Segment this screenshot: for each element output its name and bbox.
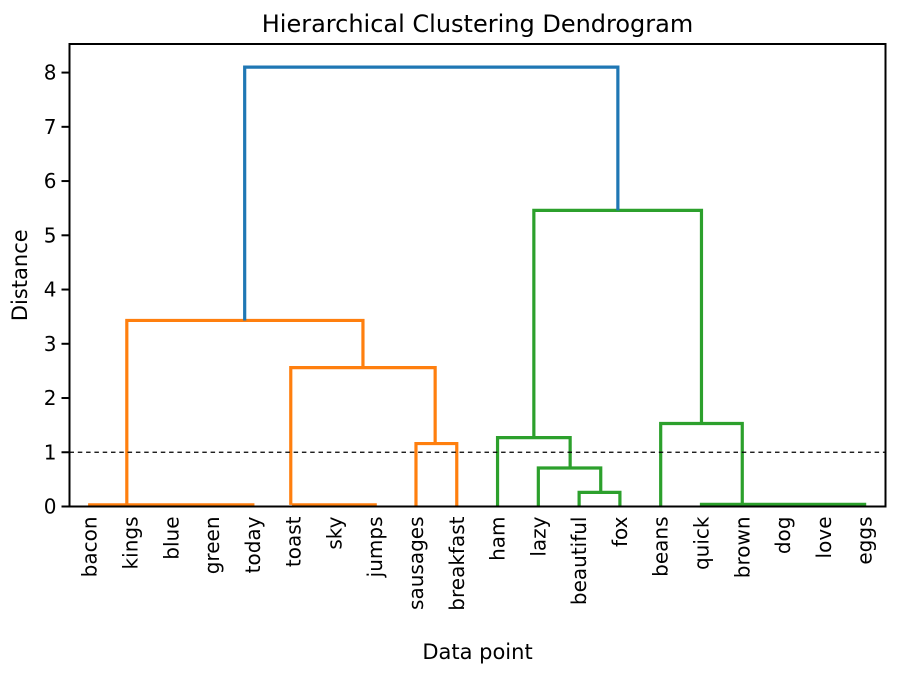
x-tick-label: dog [771, 517, 795, 555]
dendrogram-link [289, 366, 437, 505]
x-tick-label: beans [649, 517, 673, 577]
y-tick-label: 8 [44, 61, 57, 85]
dendrogram-link [699, 502, 867, 507]
y-tick-label: 1 [44, 440, 57, 464]
x-tick-label: eggs [853, 517, 877, 565]
x-tick-label: jumps [363, 517, 387, 579]
x-tick-label: breakfast [445, 516, 469, 610]
axes-frame [68, 43, 887, 508]
dendrogram-link [536, 466, 603, 507]
y-tick-label: 7 [44, 115, 57, 139]
y-tick-label: 5 [44, 223, 57, 247]
x-tick-label: beautiful [567, 517, 591, 606]
x-tick-label: lazy [526, 516, 550, 556]
x-tick-label: sausages [404, 517, 428, 610]
x-tick-label: love [812, 517, 836, 559]
dendrogram-link [532, 208, 704, 438]
y-tick-label: 2 [44, 386, 57, 410]
x-tick-label: blue [159, 517, 183, 560]
y-tick-label: 3 [44, 332, 57, 356]
x-tick-label: green [200, 517, 224, 575]
dendrogram-link [495, 436, 572, 507]
chart-title: Hierarchical Clustering Dendrogram [262, 10, 694, 38]
y-tick-label: 4 [44, 278, 57, 302]
x-tick-label: quick [689, 516, 713, 570]
x-tick-label: fox [608, 516, 632, 547]
x-tick-label: ham [486, 517, 510, 561]
dendrogram-link [243, 65, 620, 321]
dendrogram-link [577, 490, 622, 507]
x-tick-label: sky [322, 516, 346, 549]
x-tick-label: toast [282, 516, 306, 567]
x-axis-label: Data point [422, 640, 532, 664]
dendrogram-link [659, 421, 744, 507]
x-tick-label: brown [730, 517, 754, 579]
x-tick-label: kings [118, 517, 142, 570]
dendrogram-link [414, 441, 459, 507]
y-axis-label: Distance [8, 229, 32, 321]
x-tick-label: today [241, 516, 265, 573]
y-tick-label: 6 [44, 169, 57, 193]
y-tick-label: 0 [44, 495, 57, 519]
x-tick-label: bacon [78, 517, 102, 578]
dendrogram-link [125, 318, 365, 505]
